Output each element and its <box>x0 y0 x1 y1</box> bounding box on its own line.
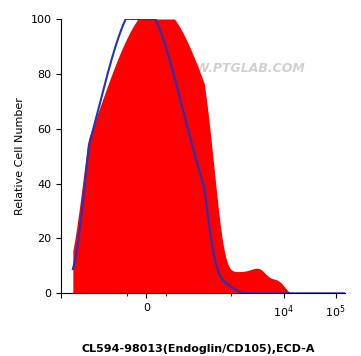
Text: CL594-98013(Endoglin/CD105),ECD-A: CL594-98013(Endoglin/CD105),ECD-A <box>82 344 315 354</box>
Y-axis label: Relative Cell Number: Relative Cell Number <box>15 97 25 215</box>
Text: WWW.PTGLAB.COM: WWW.PTGLAB.COM <box>169 62 305 75</box>
